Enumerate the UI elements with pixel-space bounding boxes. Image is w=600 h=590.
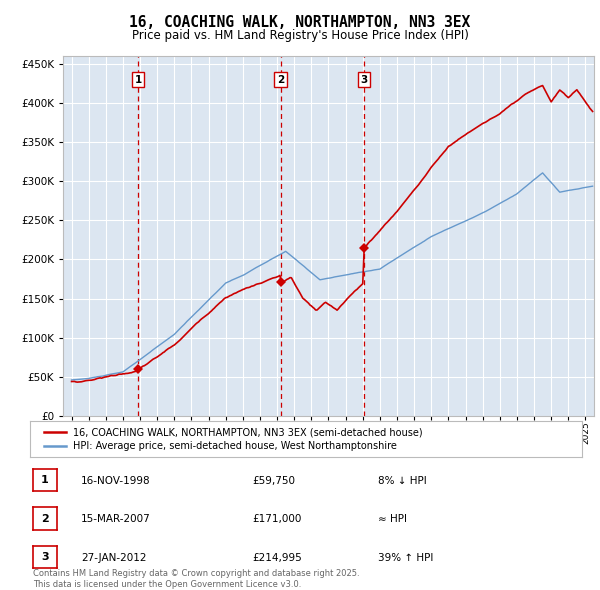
Text: £214,995: £214,995	[252, 553, 302, 562]
Text: Contains HM Land Registry data © Crown copyright and database right 2025.
This d: Contains HM Land Registry data © Crown c…	[33, 569, 359, 589]
Text: £59,750: £59,750	[252, 476, 295, 486]
Text: 3: 3	[361, 74, 368, 84]
Text: 3: 3	[41, 552, 49, 562]
Text: ≈ HPI: ≈ HPI	[378, 514, 407, 524]
Text: 39% ↑ HPI: 39% ↑ HPI	[378, 553, 433, 562]
Text: 15-MAR-2007: 15-MAR-2007	[81, 514, 151, 524]
Text: 16, COACHING WALK, NORTHAMPTON, NN3 3EX: 16, COACHING WALK, NORTHAMPTON, NN3 3EX	[130, 15, 470, 30]
Text: Price paid vs. HM Land Registry's House Price Index (HPI): Price paid vs. HM Land Registry's House …	[131, 30, 469, 42]
Text: 2: 2	[41, 514, 49, 523]
Text: 1: 1	[41, 476, 49, 485]
Text: 8% ↓ HPI: 8% ↓ HPI	[378, 476, 427, 486]
Text: 2: 2	[277, 74, 284, 84]
Text: 27-JAN-2012: 27-JAN-2012	[81, 553, 146, 562]
Text: 16-NOV-1998: 16-NOV-1998	[81, 476, 151, 486]
Text: £171,000: £171,000	[252, 514, 301, 524]
Legend: 16, COACHING WALK, NORTHAMPTON, NN3 3EX (semi-detached house), HPI: Average pric: 16, COACHING WALK, NORTHAMPTON, NN3 3EX …	[40, 423, 427, 455]
Text: 1: 1	[134, 74, 142, 84]
